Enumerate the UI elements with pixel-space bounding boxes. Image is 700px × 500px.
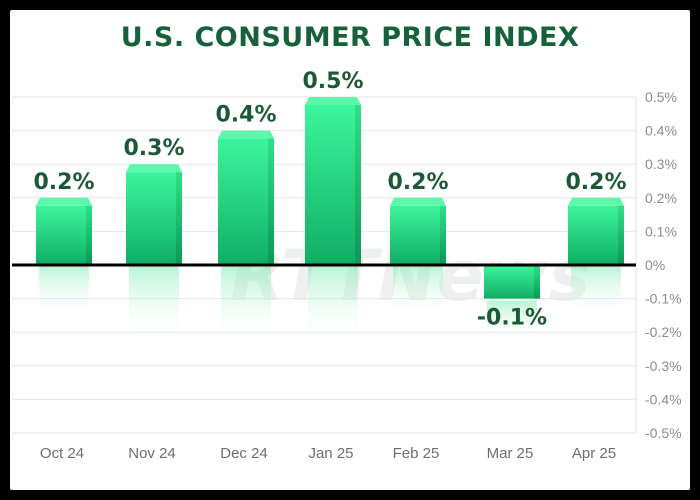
y-tick-label: -0.3%	[645, 358, 682, 374]
y-tick-label: 0.2%	[645, 190, 677, 206]
y-tick-label: -0.1%	[645, 291, 682, 307]
data-label: 0.5%	[302, 69, 363, 94]
y-tick-label: -0.4%	[645, 391, 682, 407]
bar-reflection	[393, 266, 443, 317]
data-label: 0.2%	[565, 170, 626, 195]
data-label: 0.2%	[33, 170, 94, 195]
bar-front-face	[568, 205, 624, 265]
bar-reflection	[308, 266, 358, 346]
data-label: 0.2%	[387, 170, 448, 195]
chart-title: U.S. CONSUMER PRICE INDEX	[120, 22, 580, 53]
bar-front-face	[218, 138, 274, 265]
bar-top-face	[36, 197, 92, 206]
data-label: 0.4%	[215, 103, 276, 128]
bar-front-face	[484, 265, 540, 299]
bar-top-face	[390, 197, 446, 206]
bar-reflection	[487, 300, 537, 341]
x-tick-label: Oct 24	[40, 445, 84, 462]
bar-feb-25	[390, 197, 446, 317]
bar-side-face	[176, 172, 182, 265]
bar-front-face	[305, 105, 361, 265]
x-tick-label: Dec 24	[220, 445, 268, 462]
bar-side-face	[355, 105, 361, 265]
bar-side-face	[268, 138, 274, 265]
bar-reflection	[39, 266, 89, 317]
bar-top-face	[126, 164, 182, 173]
bar-top-face	[218, 130, 274, 139]
bar-reflection	[221, 266, 271, 346]
bar-top-face	[305, 97, 361, 105]
bar-jan-25	[305, 97, 361, 346]
x-axis-labels: Oct 24 Nov 24 Dec 24 Jan 25 Feb 25 Mar 25 Apr …	[40, 445, 616, 462]
bar-reflection	[129, 266, 179, 342]
bar-side-face	[618, 205, 624, 265]
bar-mar-25	[484, 265, 540, 341]
bar-oct-24	[36, 197, 92, 317]
x-tick-label: Apr 25	[572, 445, 616, 462]
y-tick-label: -0.2%	[645, 324, 682, 340]
y-tick-label: 0.5%	[645, 89, 677, 105]
x-tick-label: Nov 24	[128, 445, 176, 462]
bar-nov-24	[126, 164, 182, 342]
data-labels: 0.2% 0.3% 0.4% 0.5% 0.2% -0.1% 0.2%	[33, 69, 626, 331]
data-label: 0.3%	[123, 136, 184, 161]
bar-apr-25	[568, 197, 624, 317]
y-tick-label: 0%	[645, 257, 665, 273]
y-tick-label: 0.1%	[645, 223, 677, 239]
bar-side-face	[440, 205, 446, 265]
y-axis-ticks: 0.5% 0.4% 0.3% 0.2% 0.1% 0% -0.1% -0.2% -0.3% -0.…	[645, 89, 682, 441]
x-tick-label: Jan 25	[308, 445, 353, 462]
bar-front-face	[390, 205, 446, 265]
data-label: -0.1%	[477, 306, 547, 331]
bar-front-face	[126, 172, 182, 265]
bar-top-face	[568, 197, 624, 206]
x-tick-label: Mar 25	[487, 445, 534, 462]
y-tick-label: -0.5%	[645, 425, 682, 441]
bars	[36, 97, 624, 346]
bar-side-face	[86, 205, 92, 265]
bar-reflection	[571, 266, 621, 317]
bar-dec-24	[218, 130, 274, 346]
y-tick-label: 0.3%	[645, 156, 677, 172]
x-tick-label: Feb 25	[393, 445, 440, 462]
y-tick-label: 0.4%	[645, 123, 677, 139]
bar-front-face	[36, 205, 92, 265]
bar-side-face	[534, 265, 540, 299]
